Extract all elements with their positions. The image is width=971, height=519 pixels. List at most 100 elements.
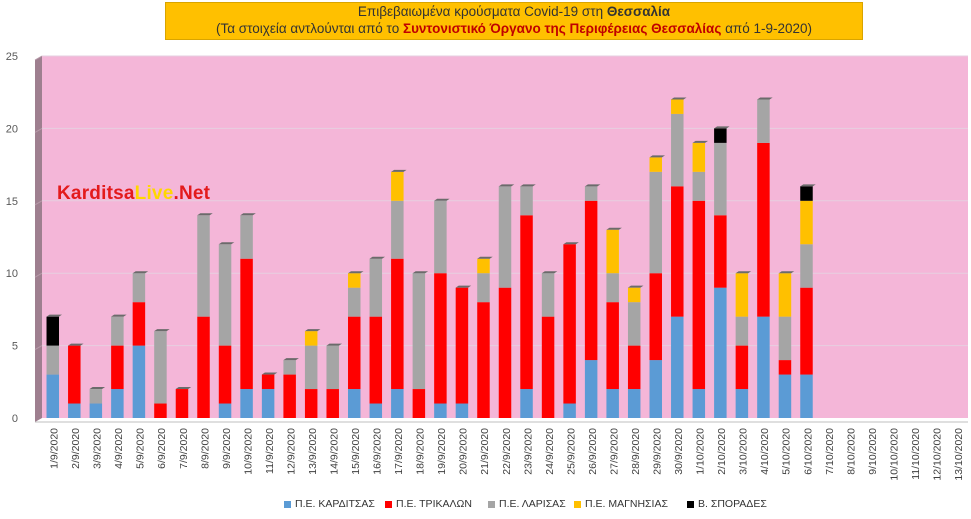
bar-segment bbox=[46, 374, 60, 418]
bar-segment bbox=[89, 389, 103, 404]
bar-segment bbox=[627, 287, 641, 303]
legend-item: Π.Ε. ΛΑΡΙΣΑΣ bbox=[488, 498, 566, 510]
bar-top-edge bbox=[240, 213, 256, 216]
bar-segment bbox=[240, 258, 253, 390]
bar-segment bbox=[520, 186, 533, 216]
title-line-1-bold: Θεσσαλία bbox=[606, 4, 671, 19]
bar-segment bbox=[563, 403, 576, 418]
bar-segment bbox=[627, 345, 641, 390]
title-line-2-text: (Τα στοιχεία αντλούνται από το bbox=[215, 21, 403, 36]
bar-segment bbox=[584, 186, 598, 201]
x-tick-label: 9/9/2020 bbox=[221, 428, 233, 469]
bar-segment bbox=[218, 244, 232, 346]
bar-segment bbox=[778, 316, 792, 361]
bar-segment bbox=[391, 200, 404, 259]
bar-segment bbox=[348, 287, 361, 317]
x-tick-label: 14/9/2020 bbox=[329, 428, 341, 475]
bar-segment bbox=[477, 273, 490, 303]
bar-segment bbox=[627, 302, 641, 346]
bar-segment bbox=[692, 142, 706, 172]
bar-segment bbox=[477, 302, 490, 418]
x-tick-label: 2/9/2020 bbox=[70, 428, 82, 469]
bar-segment bbox=[348, 273, 361, 288]
bar-segment bbox=[649, 157, 662, 172]
x-axis-ticks: 1/9/2020 2/9/2020 3/9/2020 4/9/2020 5/9/2020… bbox=[49, 428, 965, 481]
bar-segment bbox=[606, 302, 619, 390]
legend-item: Β. ΣΠΟΡΑΔΕΣ bbox=[687, 498, 767, 510]
x-tick-label: 5/10/2020 bbox=[781, 428, 793, 475]
bar-top-edge bbox=[304, 329, 321, 332]
bar-top-edge bbox=[714, 126, 730, 129]
bar-segment bbox=[304, 389, 318, 418]
bar-segment bbox=[111, 316, 124, 346]
bar-segment bbox=[455, 287, 469, 404]
y-tick-label: 5 bbox=[12, 341, 18, 353]
bar-segment bbox=[132, 302, 146, 346]
x-tick-label: 4/9/2020 bbox=[113, 428, 125, 469]
x-tick-label: 10/9/2020 bbox=[242, 428, 254, 475]
bar-segment bbox=[800, 287, 813, 375]
x-tick-label: 17/9/2020 bbox=[393, 428, 405, 475]
x-tick-label: 26/9/2020 bbox=[587, 428, 599, 475]
bar-segment bbox=[434, 273, 447, 404]
x-tick-label: 6/9/2020 bbox=[156, 428, 168, 469]
bar-segment bbox=[800, 374, 813, 418]
y-tick-label: 25 bbox=[6, 51, 18, 63]
bar-segment bbox=[692, 389, 706, 418]
x-tick-label: 4/10/2020 bbox=[759, 428, 771, 475]
bars bbox=[46, 97, 816, 418]
title-line-1: Επιβεβαιωμένα κρούσματα Covid-19 στη Θεσ… bbox=[166, 3, 862, 20]
bar-top-edge bbox=[218, 242, 235, 245]
legend-swatch bbox=[488, 500, 495, 508]
bar-top-edge bbox=[197, 213, 213, 216]
bar-top-edge bbox=[563, 242, 579, 245]
bar-segment bbox=[261, 374, 275, 390]
bar-top-edge bbox=[283, 358, 299, 361]
legend-item: Π.Ε. ΜΑΓΝΗΣΙΑΣ bbox=[574, 498, 668, 510]
bar-segment bbox=[498, 186, 512, 288]
bar-top-edge bbox=[455, 285, 472, 288]
x-tick-label: 8/9/2020 bbox=[199, 428, 211, 469]
plot-side-wall bbox=[35, 56, 42, 422]
bar-segment bbox=[89, 403, 103, 418]
bar-segment bbox=[455, 403, 469, 418]
y-tick-label: 0 bbox=[12, 413, 18, 425]
bar-segment bbox=[541, 273, 555, 317]
y-tick-label: 20 bbox=[6, 123, 18, 135]
title-line-2: (Τα στοιχεία αντλούνται από το Συντονιστ… bbox=[166, 20, 862, 37]
bar-top-edge bbox=[111, 314, 127, 317]
bar-segment bbox=[735, 345, 749, 390]
bar-top-edge bbox=[627, 285, 644, 288]
bar-segment bbox=[757, 142, 770, 317]
bar-segment bbox=[606, 229, 619, 274]
bar-top-edge bbox=[89, 387, 106, 390]
bar-segment bbox=[649, 273, 662, 361]
x-tick-label: 22/9/2020 bbox=[501, 428, 513, 475]
x-tick-label: 9/10/2020 bbox=[867, 428, 879, 475]
bar-top-edge bbox=[498, 184, 515, 187]
chart-legend: Π.Ε. ΚΑΡΔΙΤΣΑΣ Π.Ε. ΤΡΙΚΑΛΩΝ Π.Ε. ΛΑΡΙΣΑΣ Π… bbox=[0, 496, 971, 514]
x-tick-label: 16/9/2020 bbox=[372, 428, 384, 475]
bar-top-edge bbox=[606, 227, 622, 230]
wall-gridline bbox=[34, 55, 43, 61]
legend-swatch bbox=[574, 500, 581, 508]
wall-gridline bbox=[34, 345, 43, 351]
bar-top-edge bbox=[800, 184, 816, 187]
bar-top-edge bbox=[757, 97, 773, 100]
bar-top-edge bbox=[391, 169, 407, 172]
wall-gridline bbox=[34, 200, 43, 206]
bar-segment bbox=[111, 345, 124, 390]
bar-top-edge bbox=[132, 271, 149, 274]
bar-segment bbox=[692, 200, 706, 390]
bar-top-edge bbox=[541, 271, 558, 274]
bar-segment bbox=[477, 258, 490, 274]
x-tick-label: 13/10/2020 bbox=[953, 428, 965, 481]
bar-segment bbox=[218, 345, 232, 404]
bar-segment bbox=[671, 186, 684, 317]
x-tick-label: 24/9/2020 bbox=[544, 428, 556, 475]
bar-segment bbox=[692, 171, 706, 201]
x-tick-label: 30/9/2020 bbox=[673, 428, 685, 475]
bar-segment bbox=[649, 360, 662, 418]
bar-segment bbox=[154, 403, 167, 418]
